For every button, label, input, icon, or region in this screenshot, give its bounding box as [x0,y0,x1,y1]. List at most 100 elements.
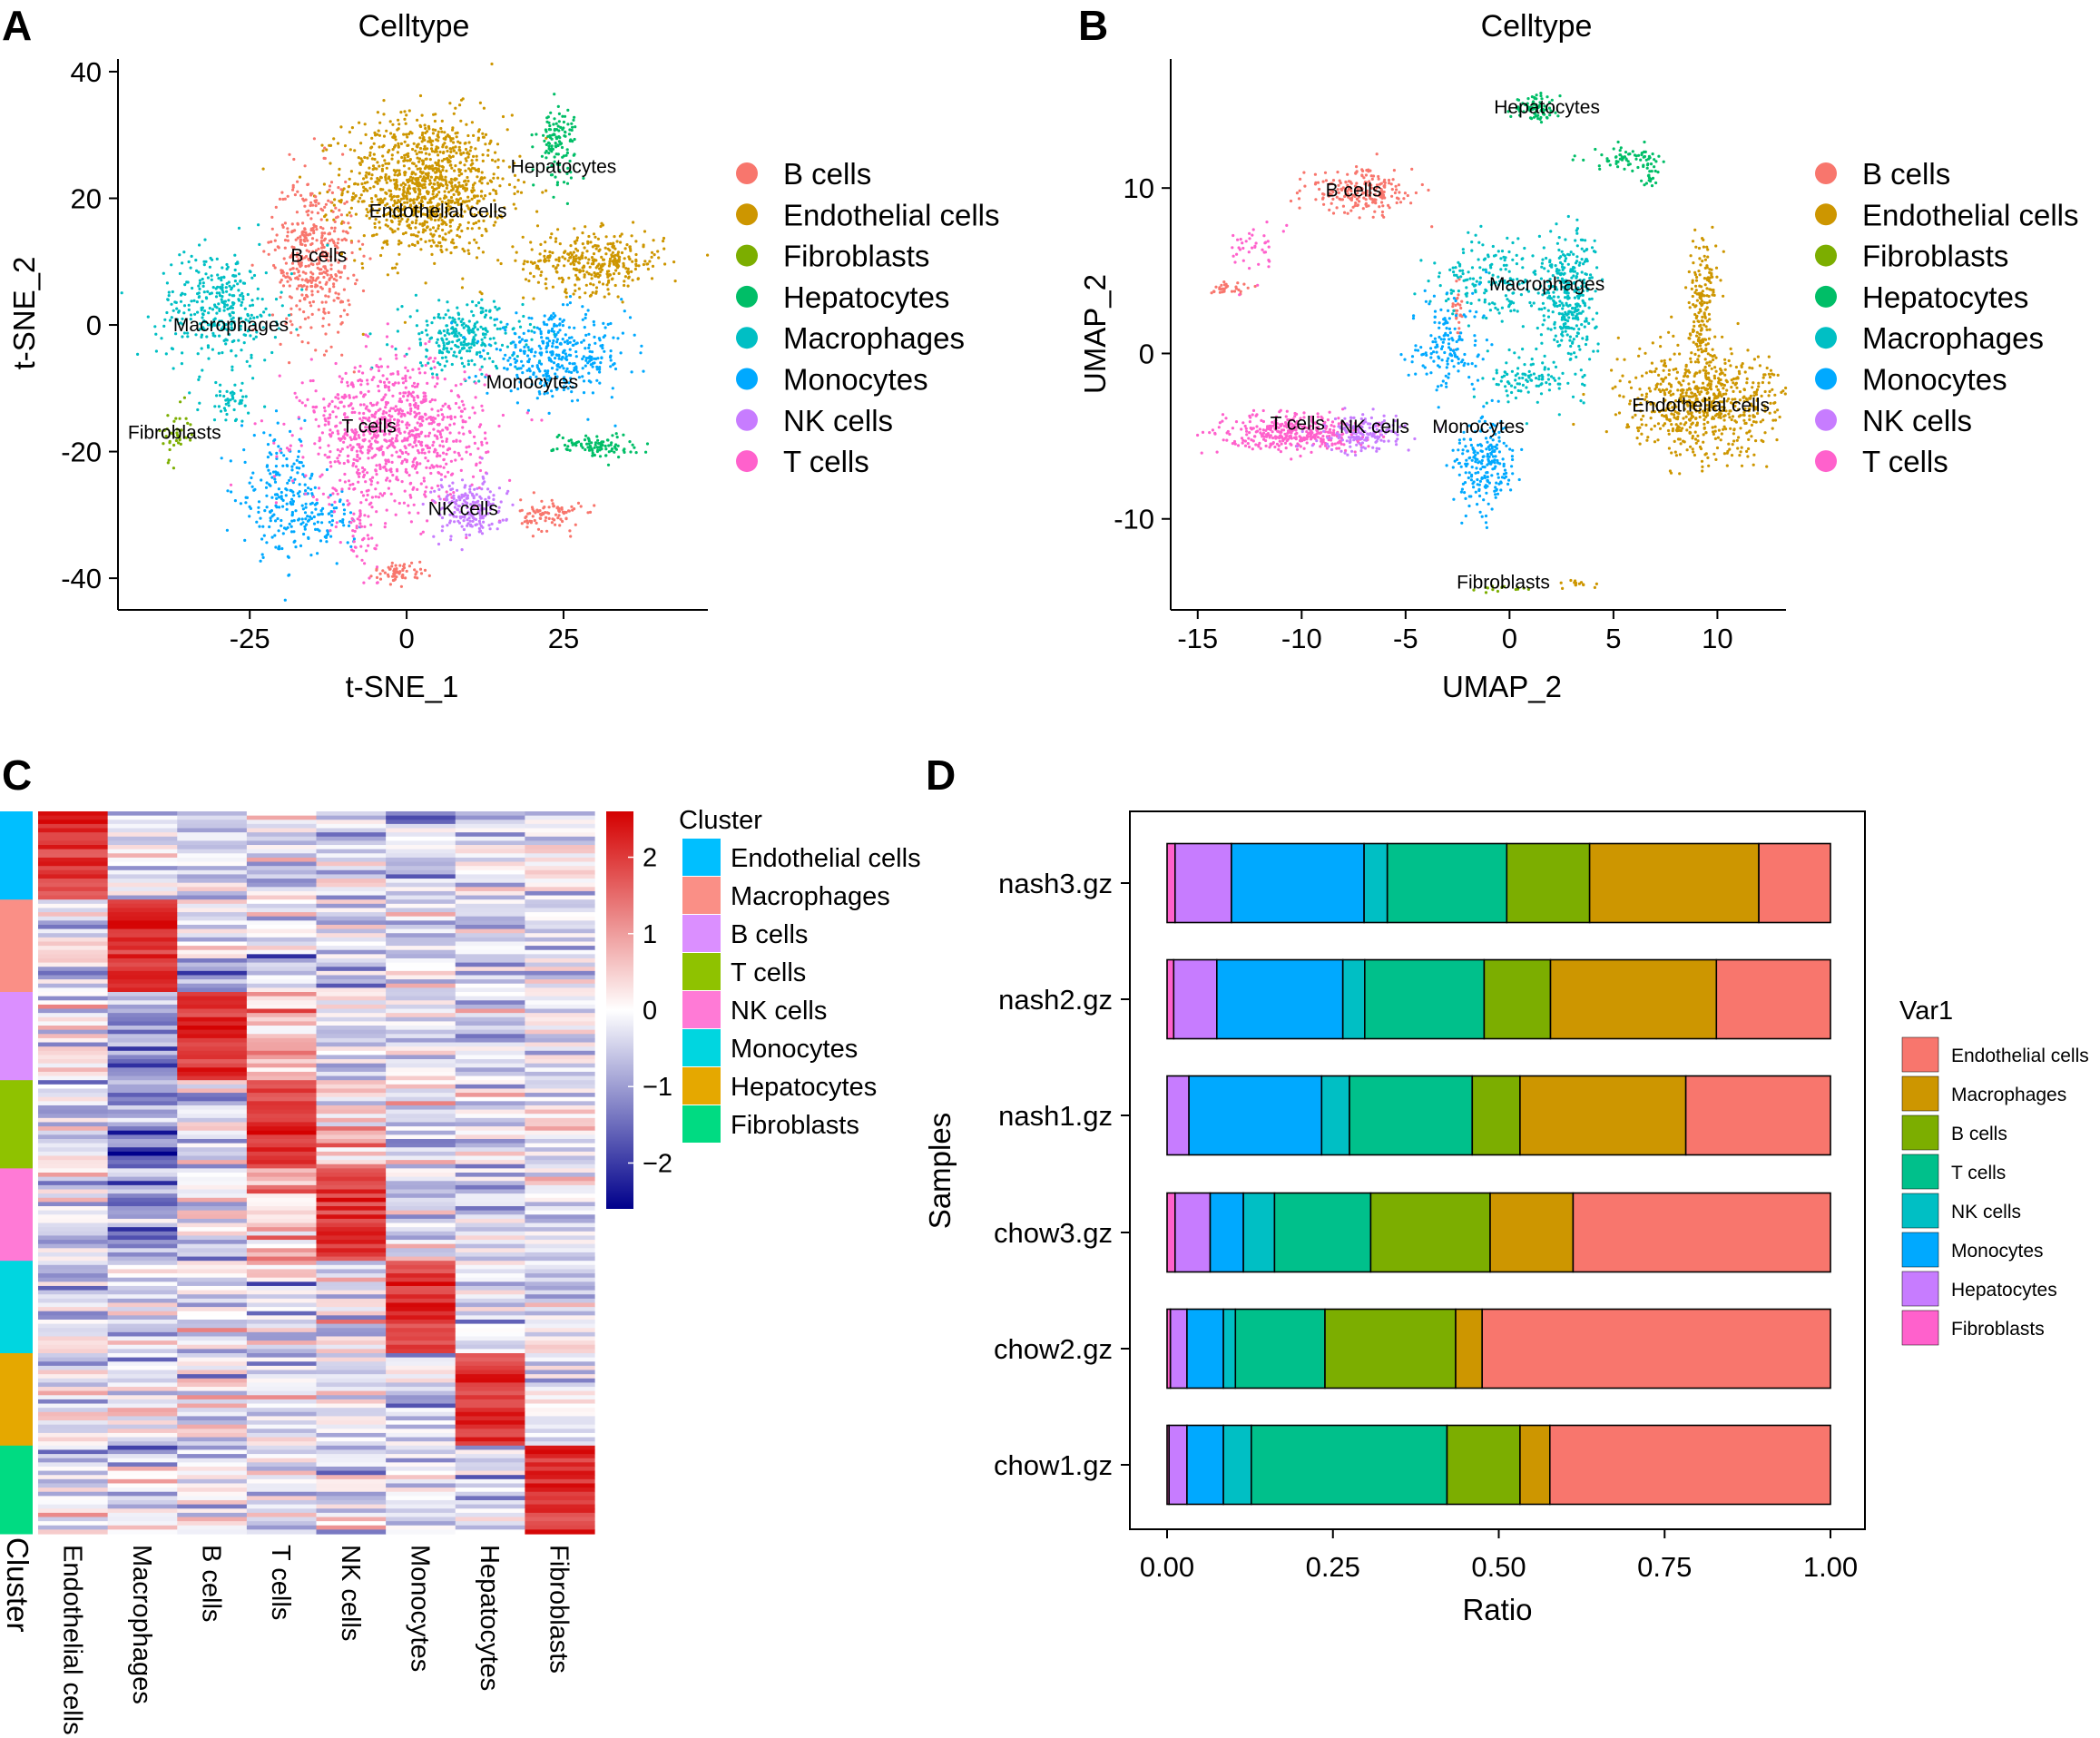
tsne-point [312,137,316,141]
tsne-point [474,381,477,385]
tsne-point [484,332,487,336]
tsne-point [414,406,417,409]
tsne-point [427,152,431,156]
tsne-point [322,310,326,314]
tsne-point [600,221,604,225]
tsne-point [433,366,437,369]
tsne-point [451,206,455,210]
tsne-point [336,241,339,245]
tsne-point [243,333,248,337]
tsne-point [488,191,492,196]
tsne-label-hepatocytes: Hepatocytes [511,157,617,178]
tsne-point [320,512,324,516]
tsne-point [598,273,602,277]
tsne-point [297,518,300,522]
tsne-point [452,213,456,217]
tsne-point [442,457,446,461]
tsne-point [608,273,613,277]
tsne-point [609,349,613,353]
tsne-point [326,251,329,256]
tsne-point [454,384,457,388]
umap-point [1573,154,1576,158]
tsne-point [426,446,429,450]
tsne-point [362,473,367,477]
tsne-point [389,132,393,135]
tsne-point [433,261,437,265]
tsne-point [328,239,331,242]
tsne-point [561,436,564,440]
tsne-point [239,324,242,328]
tsne-point [352,512,356,516]
tsne-point [388,380,391,384]
tsne-point [465,123,468,126]
tsne-point [497,506,501,509]
tsne-point [347,299,350,302]
tsne-point [577,256,581,260]
tsne-point [613,283,617,288]
tsne-point [304,254,309,259]
tsne-point [556,263,560,267]
tsne-point [394,186,397,190]
tsne-point [192,299,196,302]
tsne-point [449,195,454,200]
tsne-point [309,326,313,329]
tsne-point [327,259,330,262]
tsne-point [413,437,417,440]
tsne-point [296,492,299,496]
tsne-point [346,446,349,449]
tsne-point [478,368,482,371]
tsne-point [473,213,476,217]
tsne-point [244,496,248,499]
tsne-point [438,432,442,437]
tsne-point [371,403,376,407]
tsne-point [198,279,201,282]
tsne-point [309,229,313,232]
tsne-point [296,471,299,475]
tsne-point [571,125,574,129]
tsne-point [286,194,289,198]
tsne-point [499,261,503,266]
tsne-point [414,465,418,468]
tsne-point [290,245,294,249]
tsne-point [574,125,577,129]
tsne-point [231,294,234,298]
tsne-point [466,179,470,183]
tsne-point [552,311,555,315]
tsne-point [527,360,531,364]
tsne-point [612,336,615,339]
tsne-point [465,183,468,187]
tsne-point [468,149,472,152]
tsne-point [601,262,604,266]
tsne-point [447,231,451,234]
tsne-point [404,171,407,174]
tsne-point [621,331,625,335]
tsne-point [537,260,541,263]
tsne-point [349,521,353,525]
tsne-point [623,247,627,250]
tsne-point [413,182,417,185]
tsne-point [535,266,538,270]
tsne-point [323,156,327,161]
tsne-point [291,185,295,189]
tsne-point [505,322,509,326]
tsne-point [581,231,584,235]
tsne-point [426,333,429,337]
tsne-point [214,295,219,299]
tsne-point [631,279,634,282]
tsne-point [239,388,243,392]
tsne-point [424,457,427,460]
tsne-point [496,142,500,146]
tsne-point [300,242,304,246]
tsne-point [466,206,470,210]
tsne-point [558,318,562,321]
tsne-point [325,218,329,221]
tsne-point [552,264,555,268]
tsne-point [393,145,397,149]
tsne-point [445,206,448,210]
tsne-point [183,292,187,296]
tsne-point [496,308,499,311]
tsne-point [449,538,453,542]
tsne-point [225,290,229,293]
tsne-point [706,253,710,257]
